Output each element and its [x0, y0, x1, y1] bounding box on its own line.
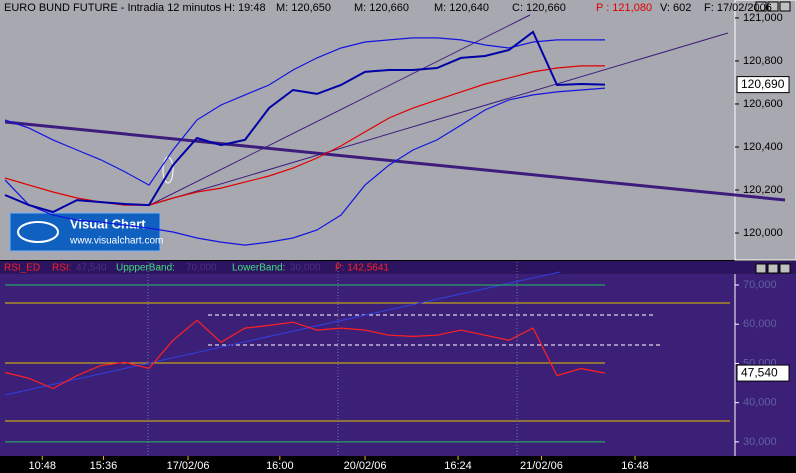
watermark-title: Visual Chart: [70, 216, 146, 231]
header-field: M: 120,650: [276, 2, 331, 14]
y-tick-label: 121,000: [743, 12, 783, 24]
header-field: M: 120,640: [434, 2, 489, 14]
indicator-header: 70,000: [186, 263, 217, 274]
rsi-reference-lines: [4, 271, 730, 422]
y-tick-label: 40,000: [743, 397, 777, 409]
header-field: C: 120,660: [512, 2, 566, 14]
indicator-header: P: 142,5641: [335, 263, 389, 274]
header-field: P : 121,080: [596, 2, 652, 14]
y-tick-label: 120,800: [743, 55, 783, 67]
y-tick-label: 120,400: [743, 141, 783, 153]
x-tick-label: 15:36: [90, 460, 118, 472]
header-field: F: 17/02/2006: [704, 2, 772, 14]
header-field: EURO BUND FUTURE - Intradia 12 minutos: [4, 2, 221, 14]
indicator-header: 47,540: [76, 263, 107, 274]
x-tick-label: 17/02/06: [167, 460, 210, 472]
last-value-label: 47,540: [741, 365, 778, 379]
x-tick-label: 21/02/06: [520, 460, 563, 472]
last-value-box: [736, 364, 790, 382]
x-tick-label: 20/02/06: [344, 460, 387, 472]
y-tick-label: 70,000: [743, 279, 777, 291]
indicator-header: LowerBand:: [232, 263, 285, 274]
day-separators: [147, 262, 518, 456]
header-field: V: 602: [660, 2, 691, 14]
indicator-header: 30,000: [290, 263, 321, 274]
series-line: [4, 87, 606, 246]
price-axis: [734, 0, 796, 261]
y-tick-label: 120,000: [743, 227, 783, 239]
watermark: Visual Chart www.visualchart.com: [9, 212, 163, 252]
x-tick-label: 10:48: [28, 460, 56, 472]
indicator-header: RSI:: [52, 263, 71, 274]
series-line: [4, 319, 606, 390]
watermark-url: www.visualchart.com: [69, 236, 163, 247]
rsi-header-bar: [0, 261, 796, 274]
y-tick-label: 120,600: [743, 98, 783, 110]
last-value-box: [736, 76, 790, 94]
indicator-header: UppperBand:: [116, 263, 175, 274]
y-tick-label: 120,200: [743, 184, 783, 196]
series-line: [4, 37, 605, 186]
time-axis: [0, 456, 796, 473]
header-field: H: 19:48: [224, 2, 266, 14]
window-buttons[interactable]: [755, 1, 791, 274]
last-value-label: 120,690: [741, 77, 785, 91]
header-field: M: 120,660: [354, 2, 409, 14]
series-line: [4, 30, 606, 214]
rsi-panel: [0, 261, 796, 456]
x-tick-label: 16:48: [621, 460, 649, 472]
y-tick-label: 60,000: [743, 318, 777, 330]
indicator-header: RSI_ED: [4, 263, 40, 274]
y-tick-label: 30,000: [743, 436, 777, 448]
x-tick-label: 16:00: [266, 460, 294, 472]
x-tick-label: 16:24: [444, 460, 472, 472]
